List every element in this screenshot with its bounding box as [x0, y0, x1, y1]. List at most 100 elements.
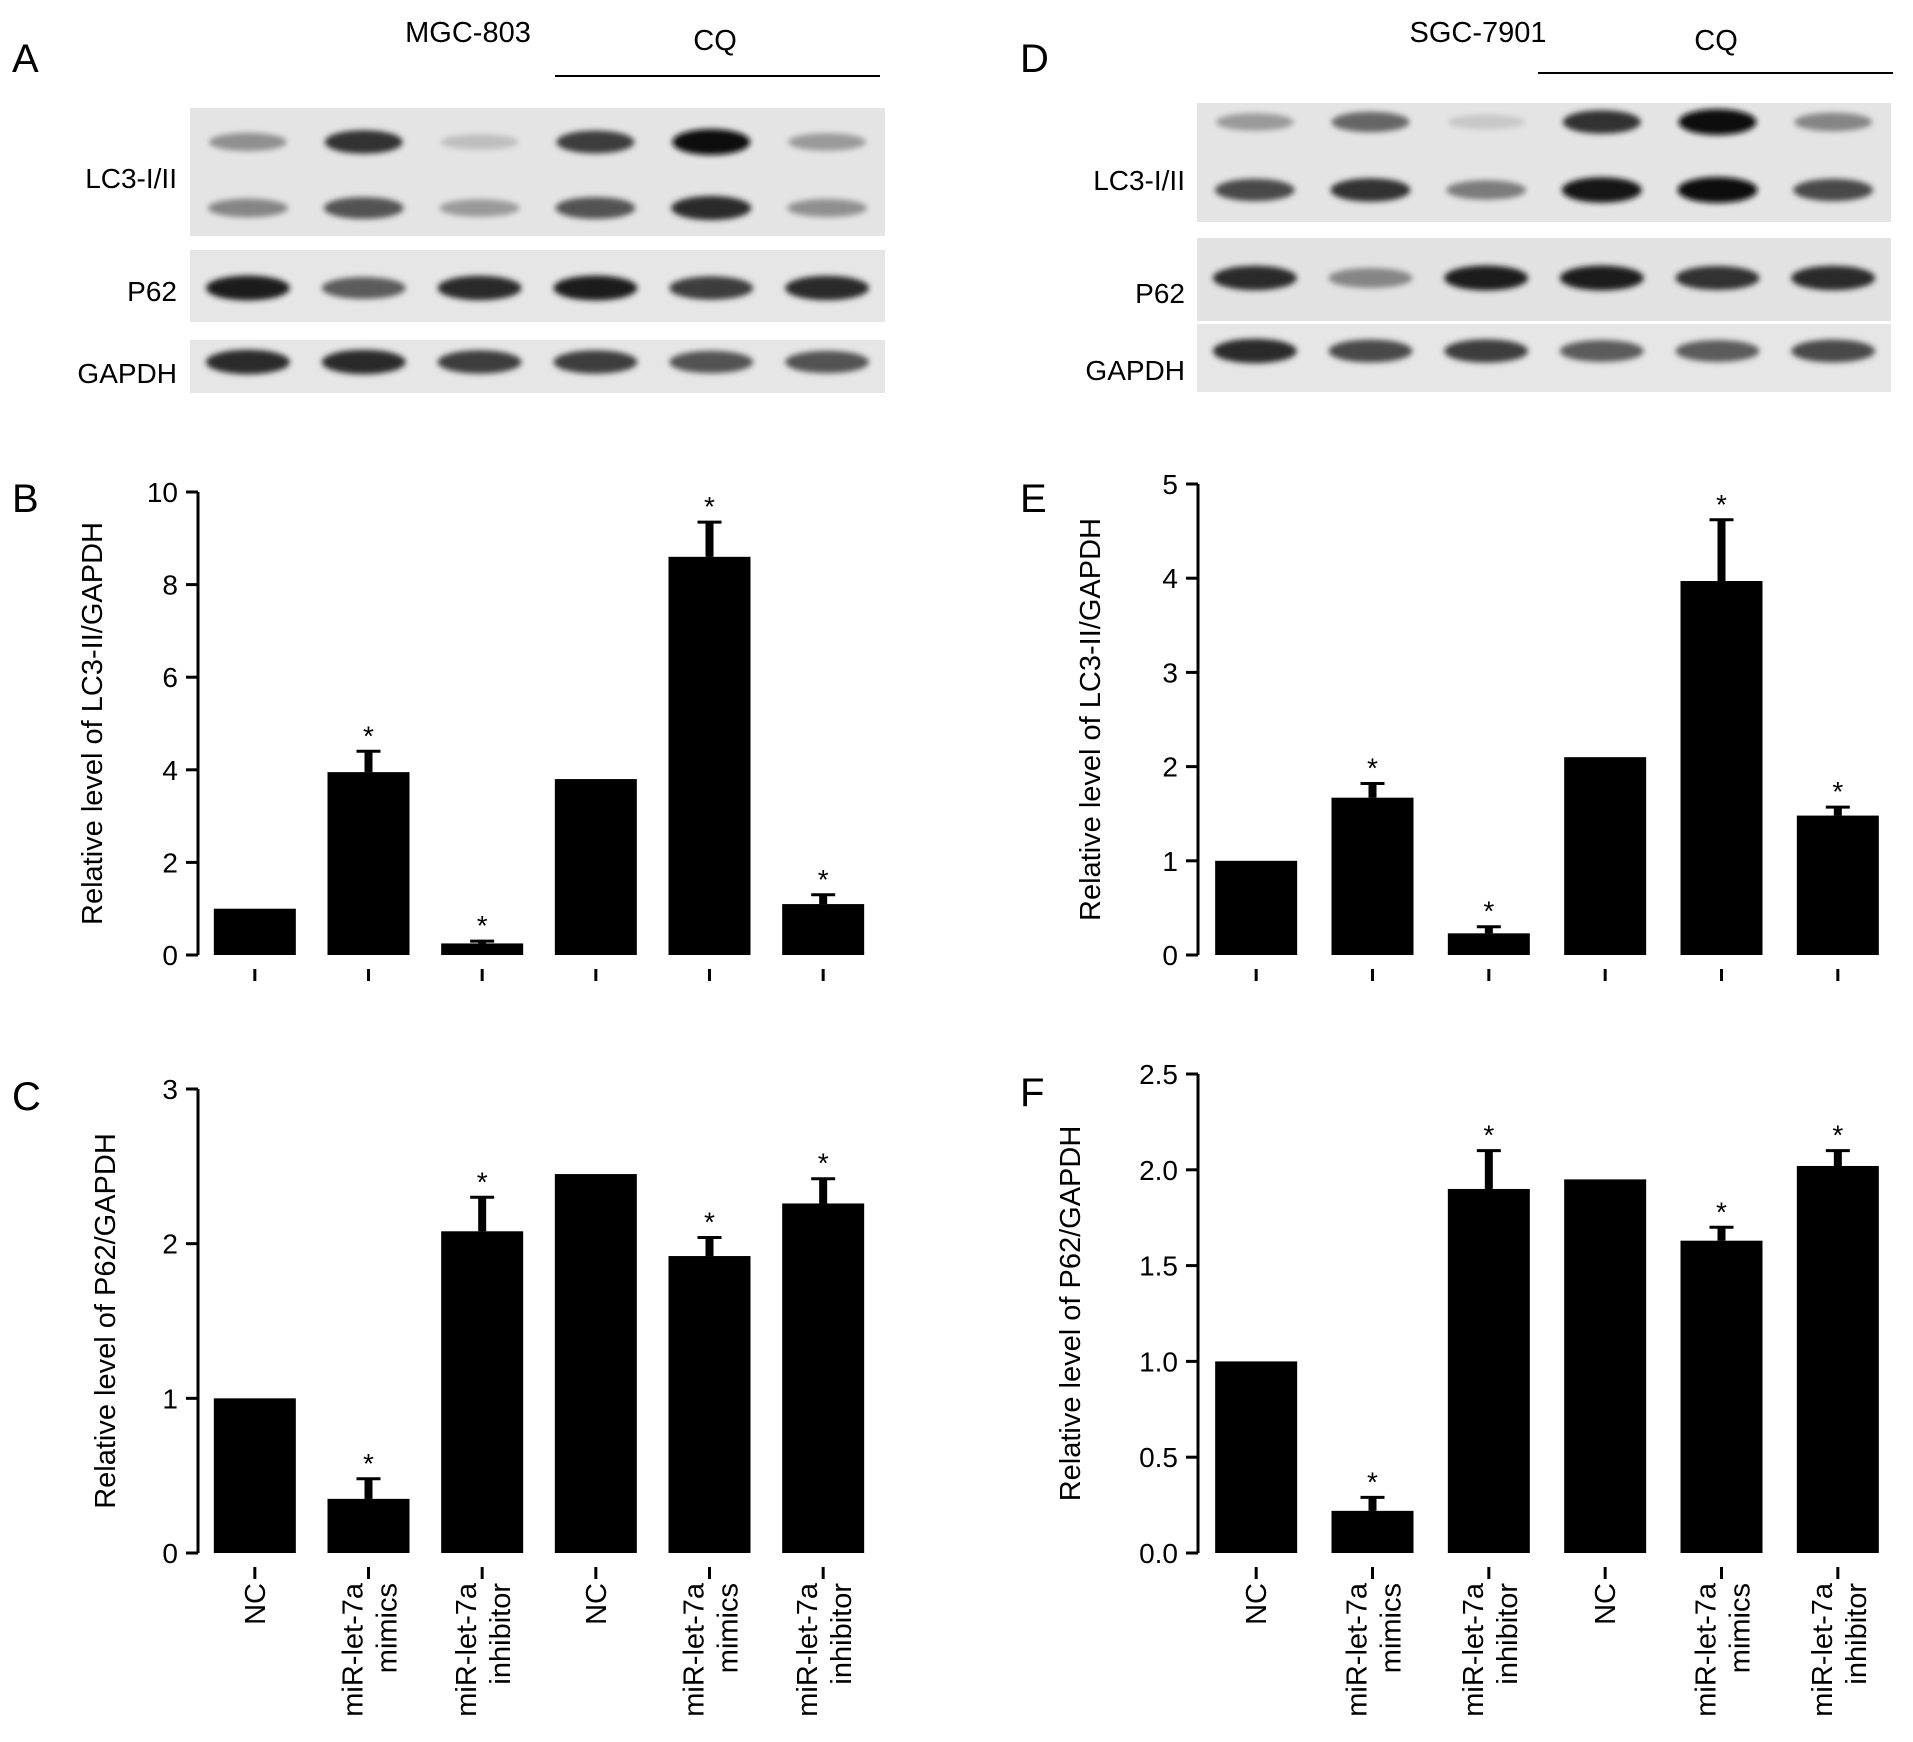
x-category-label-line: miR-let-7a	[1691, 1582, 1723, 1717]
y-tick-label-f: 0.5	[1139, 1442, 1178, 1473]
band-p62	[553, 275, 638, 301]
band-gapdh	[321, 349, 406, 375]
bar-chart-c: C 0 1 2 3 * * * * Relative level of P62/GAPDH	[12, 1074, 865, 1579]
blot-strip-p62-d	[1197, 238, 1891, 321]
x-category-label: miR-let-7ainhibitor	[1807, 1582, 1873, 1717]
band-lc3-ii	[1561, 177, 1642, 203]
treatment-label-a: CQ	[693, 25, 737, 57]
bar-b	[441, 943, 524, 955]
panel-letter-b: B	[12, 477, 39, 521]
band-lc3-ii	[1677, 177, 1758, 203]
bar-c	[327, 1498, 410, 1553]
band-gapdh	[1212, 338, 1297, 364]
x-category-label: NC	[581, 1583, 613, 1625]
error-bar-body-b	[819, 894, 828, 905]
band-lc3-i	[1215, 113, 1294, 131]
y-tick-label-f: 0.0	[1139, 1538, 1178, 1569]
bar-e	[1564, 757, 1647, 955]
significance-marker-b: *	[818, 864, 829, 895]
x-category-label-line: miR-let-7a	[1458, 1582, 1490, 1717]
significance-marker-b: *	[363, 720, 374, 751]
band-lc3-ii	[439, 199, 520, 217]
error-bar-body-b	[364, 751, 373, 773]
x-category-label-line: miR-let-7a	[1342, 1582, 1374, 1717]
y-tick-label-b: 2	[162, 847, 178, 878]
y-tick-label-e: 4	[1162, 563, 1178, 594]
bar-f	[1215, 1361, 1298, 1553]
blot-strip-lc3-a	[190, 108, 885, 236]
bar-f	[1447, 1188, 1530, 1553]
blot-panel-d: D SGC-7901 CQ LC3-I/II P62 GAPDH	[1020, 17, 1893, 392]
panel-letter-a: A	[12, 37, 39, 81]
bar-b	[327, 772, 410, 955]
band-gapdh	[1559, 340, 1644, 362]
significance-marker-e: *	[1832, 776, 1843, 807]
x-category-label-line: inhibitor	[1841, 1583, 1873, 1685]
error-bar-body-f	[1717, 1227, 1726, 1241]
bar-f	[1796, 1165, 1879, 1553]
blot-strip-gapdh-d	[1197, 324, 1891, 392]
error-bar-body-e	[1368, 783, 1377, 798]
x-category-label-line: inhibitor	[1492, 1583, 1524, 1685]
y-tick-label-b: 4	[162, 755, 178, 786]
y-tick-label-e: 3	[1162, 657, 1178, 688]
y-tick-label-b: 6	[162, 662, 178, 693]
x-category-label-line: miR-let-7a	[679, 1582, 711, 1717]
band-p62	[1559, 265, 1644, 291]
band-lc3-ii	[207, 198, 288, 218]
band-gapdh	[669, 350, 754, 374]
x-category-label-line: NC	[581, 1583, 613, 1625]
x-category-label: miR-let-7amimics	[1691, 1582, 1757, 1717]
bar-f	[1331, 1510, 1414, 1553]
band-p62	[1675, 266, 1760, 290]
error-bar-body-c	[364, 1478, 373, 1499]
y-tick-label-e: 5	[1162, 469, 1178, 500]
band-p62	[1791, 265, 1876, 291]
x-category-label: miR-let-7ainhibitor	[451, 1582, 517, 1717]
significance-marker-c: *	[477, 1166, 488, 1197]
band-lc3-i	[208, 132, 287, 152]
band-lc3-i	[788, 133, 867, 151]
y-tick-label-b: 10	[147, 477, 178, 508]
blot-label-lc3-a: LC3-I/II	[85, 163, 177, 194]
bar-b	[782, 904, 865, 955]
y-tick-label-c: 3	[162, 1074, 178, 1105]
band-lc3-i	[324, 130, 403, 154]
y-tick-label-f: 1.5	[1139, 1251, 1178, 1282]
band-p62	[321, 277, 406, 299]
error-bar-body-e	[1833, 807, 1842, 816]
x-category-label-line: NC	[1590, 1583, 1622, 1625]
bar-chart-f: F 0.0 0.5 1.0 1.5 2.0 2.5 * * * * Relative level o…	[1020, 1059, 1879, 1579]
error-bar-body-b	[478, 941, 487, 944]
y-axis-label-b: Relative level of LC3-II/GAPDH	[77, 522, 109, 925]
band-p62	[669, 276, 754, 300]
blot-strip-lc3-d	[1197, 103, 1891, 222]
significance-marker-c: *	[363, 1448, 374, 1479]
band-gapdh	[1791, 339, 1876, 363]
blot-label-gapdh-a: GAPDH	[77, 358, 177, 389]
x-category-labels-right: NC miR-let-7amimics miR-let-7ainhibitor NC m…	[1241, 1582, 1873, 1717]
bar-e	[1331, 797, 1414, 955]
blot-strip-gapdh-a	[190, 340, 885, 393]
band-gapdh	[1444, 339, 1529, 363]
y-axis-label-f: Relative level of P62/GAPDH	[1055, 1126, 1087, 1502]
band-lc3-ii	[1446, 180, 1527, 200]
y-tick-label-e: 0	[1162, 940, 1178, 971]
x-category-label: miR-let-7amimics	[1342, 1582, 1408, 1717]
band-lc3-ii	[323, 197, 404, 219]
band-gapdh	[1328, 339, 1413, 363]
bar-c	[782, 1203, 865, 1553]
significance-marker-b: *	[477, 910, 488, 941]
error-bar-body-c	[819, 1178, 828, 1204]
bar-b	[554, 779, 637, 955]
bar-b	[668, 556, 751, 955]
band-lc3-i	[556, 130, 635, 154]
blot-bands-d	[1212, 109, 1876, 364]
bar-e	[1680, 581, 1763, 955]
y-axis-label-c: Relative level of P62/GAPDH	[90, 1133, 122, 1509]
bar-c	[213, 1398, 296, 1553]
significance-marker-c: *	[704, 1206, 715, 1237]
x-category-label-line: mimics	[1725, 1583, 1757, 1673]
y-tick-label-f: 1.0	[1139, 1346, 1178, 1377]
